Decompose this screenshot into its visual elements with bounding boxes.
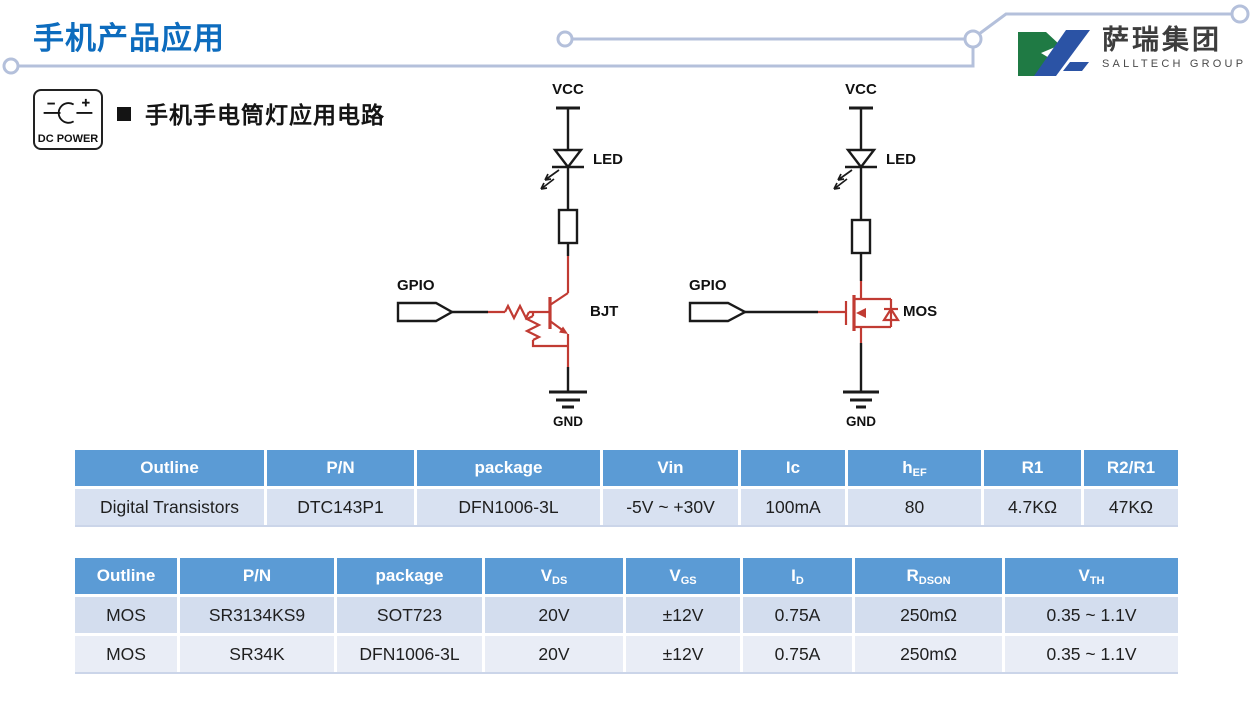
base-resistor	[504, 303, 530, 321]
led-symbol	[845, 148, 877, 169]
t1-header-r2r1: R2/R1	[1084, 450, 1178, 486]
bjt-gnd-label: GND	[553, 414, 583, 429]
t1-header-r1: R1	[984, 450, 1081, 486]
mos-gpio-label: GPIO	[689, 277, 727, 294]
body-diode	[881, 306, 901, 322]
gpio-tag	[688, 301, 748, 323]
bjt-device-label: BJT	[590, 303, 619, 320]
mos-vcc-label: VCC	[845, 81, 877, 98]
t2-cell: SR3134KS9	[180, 597, 334, 633]
connector-node-icon	[1230, 4, 1250, 24]
mos-circuit	[688, 106, 901, 409]
mosfet-symbol	[844, 295, 901, 331]
t2-header-vth: V TH	[1005, 558, 1178, 594]
dc-jack-symbol-icon	[43, 98, 93, 124]
led-light-arrow	[544, 169, 560, 181]
t1-header-hef: h EF	[848, 450, 981, 486]
t2-cell: MOS	[75, 597, 177, 633]
t2-cell: MOS	[75, 636, 177, 672]
led-light-arrow	[540, 178, 555, 190]
t2-cell: 0.75A	[743, 636, 852, 672]
t1-header-ic: Ic	[741, 450, 845, 486]
t1-cell: 4.7KΩ	[984, 489, 1081, 525]
resistor-symbol	[557, 208, 579, 245]
t2-header-vgs: V GS	[626, 558, 740, 594]
pulldown-resistor	[524, 315, 542, 341]
t2-cell: 0.35 ~ 1.1V	[1005, 597, 1178, 633]
bjt-led-label: LED	[593, 151, 623, 168]
digital-transistor-spec-table: Outline P/N package Vin Ic h EF R1 R2/R1 …	[75, 450, 1178, 527]
ground-symbol	[549, 390, 587, 409]
t2-cell: DFN1006-3L	[337, 636, 482, 672]
t1-header-vin: Vin	[603, 450, 738, 486]
section-heading: 手机手电筒灯应用电路	[145, 102, 385, 128]
t2-cell: 250mΩ	[855, 636, 1002, 672]
t1-header-pn: P/N	[267, 450, 414, 486]
bjt-circuit	[396, 106, 587, 409]
led-light-arrow	[833, 178, 848, 190]
mos-led-label: LED	[886, 151, 916, 168]
connector-node-icon	[2, 57, 20, 75]
connector-node-icon	[963, 29, 983, 49]
t1-cell: 47KΩ	[1084, 489, 1178, 525]
page-title: 手机产品应用	[33, 21, 225, 56]
logo-mark-icon	[1018, 30, 1090, 76]
dc-power-label: DC POWER	[37, 133, 99, 145]
logo-text-block: 萨瑞集团 SALLTECH GROUP	[1102, 25, 1247, 70]
dc-power-icon: DC POWER	[33, 89, 103, 150]
t2-header-pn: P/N	[180, 558, 334, 594]
logo-name-en: SALLTECH GROUP	[1102, 57, 1247, 70]
bjt-gpio-label: GPIO	[397, 277, 435, 294]
led-light-arrow	[837, 169, 853, 181]
bjt-symbol	[548, 292, 569, 334]
t2-header-rdson: R DSON	[855, 558, 1002, 594]
bullet-square-icon	[117, 107, 131, 121]
t2-cell: ±12V	[626, 597, 740, 633]
t2-cell: 20V	[485, 636, 623, 672]
t2-header-package: package	[337, 558, 482, 594]
t1-cell: Digital Transistors	[75, 489, 264, 525]
t1-cell: 100mA	[741, 489, 845, 525]
ground-symbol	[843, 390, 879, 409]
t1-cell: 80	[848, 489, 981, 525]
connector-node-icon	[556, 30, 574, 48]
bjt-vcc-label: VCC	[552, 81, 584, 98]
t1-cell: -5V ~ +30V	[603, 489, 738, 525]
t1-header-package: package	[417, 450, 600, 486]
t1-cell: DTC143P1	[267, 489, 414, 525]
logo-name-cn: 萨瑞集团	[1102, 25, 1222, 55]
t2-header-outline: Outline	[75, 558, 177, 594]
t1-cell: DFN1006-3L	[417, 489, 600, 525]
t2-cell: ±12V	[626, 636, 740, 672]
circuit-schematics	[396, 106, 901, 409]
t2-cell: 250mΩ	[855, 597, 1002, 633]
t2-cell: 0.75A	[743, 597, 852, 633]
resistor-symbol	[850, 218, 872, 255]
t2-header-vds: V DS	[485, 558, 623, 594]
mos-device-label: MOS	[903, 303, 938, 320]
t2-cell: SOT723	[337, 597, 482, 633]
t2-cell: 0.35 ~ 1.1V	[1005, 636, 1178, 672]
mos-gnd-label: GND	[846, 414, 876, 429]
t2-cell: SR34K	[180, 636, 334, 672]
company-logo: 萨瑞集团 SALLTECH GROUP	[1012, 25, 1248, 84]
t2-cell: 20V	[485, 597, 623, 633]
t1-header-outline: Outline	[75, 450, 264, 486]
gpio-tag	[396, 301, 455, 323]
led-symbol	[552, 148, 584, 169]
